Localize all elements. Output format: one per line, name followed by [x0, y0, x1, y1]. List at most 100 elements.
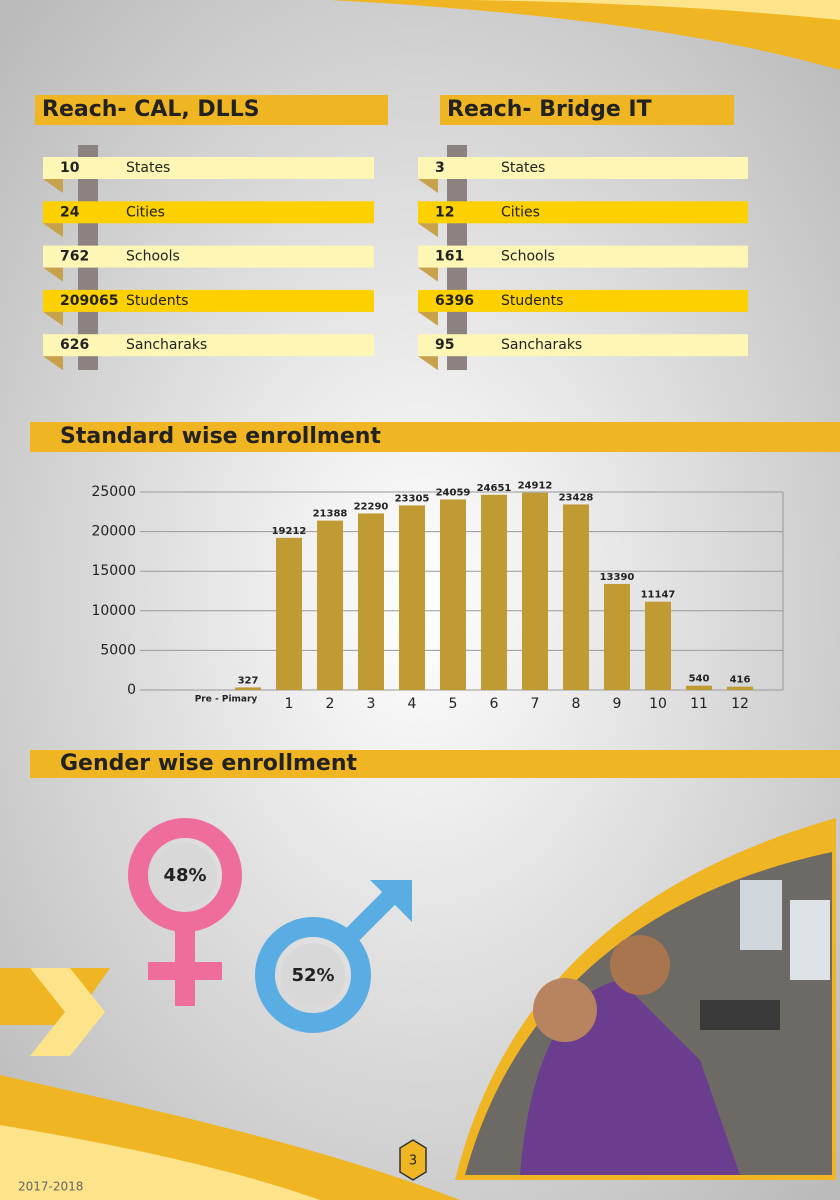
female-symbol [128, 818, 242, 932]
data-label: 11147 [641, 590, 676, 601]
bar [604, 583, 630, 690]
bar [727, 686, 753, 690]
section-header [440, 95, 734, 125]
female-inner [153, 843, 217, 907]
row-label: Schools [501, 249, 555, 265]
x-tick-label: 7 [531, 696, 540, 712]
list-row [43, 334, 374, 357]
data-label: 540 [689, 674, 710, 685]
photo-monitor [740, 880, 782, 950]
bar [440, 499, 466, 690]
data-label: 416 [730, 675, 751, 686]
row-fold [418, 356, 438, 371]
row-fold [418, 311, 438, 326]
x-tick-label: 2 [326, 696, 335, 712]
row-number: 3 [435, 160, 445, 176]
row-label: Students [501, 293, 563, 309]
page-badge [399, 1139, 427, 1181]
x-tick-label: 4 [408, 696, 417, 712]
row-fold [43, 223, 63, 238]
y-tick-label: 10000 [91, 603, 136, 619]
section-header [30, 422, 840, 452]
photo-face [610, 935, 670, 995]
bar [235, 687, 261, 690]
list-row [43, 289, 374, 312]
row-fold [43, 179, 63, 193]
x-tick-label: Pre - Pimary [195, 695, 258, 705]
row-number: 95 [435, 337, 454, 353]
section-title: Gender wise enrollment [60, 751, 357, 776]
data-label: 13390 [600, 572, 635, 583]
male-arrow-head [370, 880, 412, 922]
list-row [418, 157, 748, 179]
row-label: States [501, 160, 545, 176]
list-row [43, 157, 374, 179]
y-tick-label: 25000 [91, 484, 136, 500]
row-label: Sancharaks [126, 337, 207, 353]
x-tick-label: 5 [449, 696, 458, 712]
x-tick-label: 12 [731, 696, 749, 712]
row-number: 12 [435, 204, 454, 220]
top-swoosh [330, 0, 840, 70]
male-inner [281, 943, 345, 1007]
data-label: 24651 [477, 483, 512, 494]
photo-monitor [790, 900, 830, 980]
row-label: Cities [501, 204, 540, 220]
row-label: Schools [126, 249, 180, 265]
x-tick-label: 9 [613, 696, 622, 712]
bar [481, 494, 507, 690]
y-tick-label: 15000 [91, 563, 136, 579]
reach-lists: 10 States 24 Cities 762 Schools 209065 Students… [43, 145, 748, 371]
data-label: 19212 [272, 526, 307, 537]
bar [645, 601, 671, 690]
row-number: 24 [60, 204, 80, 220]
male-percent: 52% [291, 965, 334, 986]
list-row [43, 245, 374, 268]
row-fold [43, 356, 63, 371]
list-row [418, 201, 748, 224]
female-percent: 48% [163, 865, 206, 886]
row-fold [43, 311, 63, 326]
data-label: 23428 [559, 492, 594, 503]
x-tick-label: 11 [690, 696, 708, 712]
section-title: Standard wise enrollment [60, 424, 381, 449]
row-number: 626 [60, 337, 89, 353]
bar [563, 504, 589, 690]
photo-keyboard [700, 1000, 780, 1030]
bar [399, 505, 425, 690]
x-tick-label: 3 [367, 696, 376, 712]
row-number: 161 [435, 249, 464, 265]
section-header [35, 95, 388, 125]
row-label: Sancharaks [501, 337, 582, 353]
y-tick-label: 20000 [91, 524, 136, 540]
footer-year: 2017-2018 [18, 1180, 83, 1194]
y-tick-label: 0 [127, 682, 136, 698]
bottom-swoosh-light [0, 1125, 320, 1200]
data-label: 23305 [395, 493, 430, 504]
y-tick-label: 5000 [100, 642, 136, 658]
bar [317, 520, 343, 690]
bar [522, 492, 548, 690]
section-header [30, 750, 840, 778]
data-label: 21388 [313, 509, 348, 520]
x-tick-label: 10 [649, 696, 667, 712]
bar [276, 537, 302, 690]
row-number: 209065 [60, 293, 118, 309]
row-label: States [126, 160, 170, 176]
bar [358, 513, 384, 690]
row-label: Students [126, 293, 188, 309]
row-fold [43, 267, 63, 282]
chevron-light [30, 968, 105, 1056]
data-label: 22290 [354, 501, 389, 512]
male-symbol [255, 917, 371, 1033]
row-label: Cities [126, 204, 165, 220]
x-tick-label: 6 [490, 696, 499, 712]
x-tick-label: 1 [285, 696, 294, 712]
list-row [418, 289, 748, 312]
row-number: 10 [60, 160, 80, 176]
data-label: 327 [238, 675, 259, 686]
list-row [418, 334, 748, 357]
row-fold [418, 179, 438, 193]
list-row [43, 201, 374, 224]
